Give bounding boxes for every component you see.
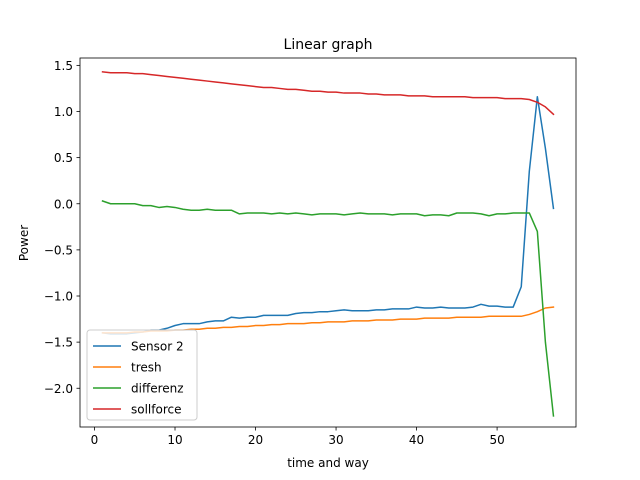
legend-items: Sensor 2 tresh differenz sollforce xyxy=(93,340,184,417)
plot-frame xyxy=(79,57,577,428)
y-tick-label: −2.0 xyxy=(44,382,73,396)
y-axis-label: Power xyxy=(17,225,31,261)
y-axis-ticks: −2.0 −1.5 −1.0 −0.5 0.0 0.5 1.0 1.5 xyxy=(44,59,80,396)
x-axis-label: time and way xyxy=(287,456,369,470)
x-tick-label: 50 xyxy=(489,433,504,447)
y-tick-label: 0.5 xyxy=(54,151,73,165)
legend-label: Sensor 2 xyxy=(131,340,184,354)
series-line-differenz xyxy=(101,200,555,417)
x-tick-label: 30 xyxy=(328,433,343,447)
series-line-sensor-2 xyxy=(101,96,555,335)
x-tick-label: 0 xyxy=(91,433,99,447)
x-tick-label: 10 xyxy=(167,433,182,447)
y-tick-label: 1.0 xyxy=(54,105,73,119)
chart-title: Linear graph xyxy=(284,37,373,53)
y-tick-label: −1.5 xyxy=(44,336,73,350)
legend-frame xyxy=(86,329,198,421)
y-tick-label: 0.0 xyxy=(54,197,73,211)
legend-label: sollforce xyxy=(131,403,181,417)
legend-label: tresh xyxy=(131,361,162,375)
legend: Sensor 2 tresh differenz sollforce xyxy=(86,329,198,421)
x-tick-label: 40 xyxy=(409,433,424,447)
y-tick-label: −0.5 xyxy=(44,243,73,257)
y-tick-label: −1.0 xyxy=(44,290,73,304)
series-line-sollforce xyxy=(101,71,555,116)
y-tick-label: 1.5 xyxy=(54,59,73,73)
x-tick-label: 20 xyxy=(248,433,263,447)
x-axis-ticks: 0 10 20 30 40 50 xyxy=(91,427,505,447)
legend-label: differenz xyxy=(131,382,184,396)
